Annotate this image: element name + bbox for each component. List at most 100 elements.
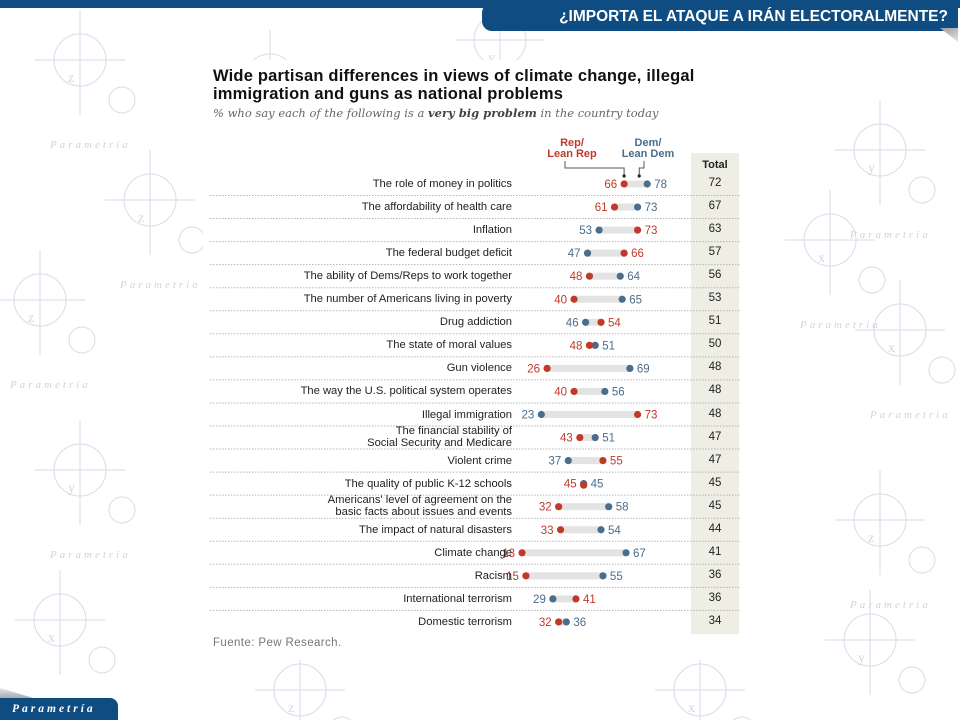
dem-value-label: 47 xyxy=(568,248,581,260)
row-label: The quality of public K-12 schools xyxy=(344,477,512,490)
dem-value-label: 46 xyxy=(566,317,579,329)
watermark-letter: x xyxy=(818,251,825,266)
rep-value-label: 41 xyxy=(583,594,596,606)
legend-rep-line1: Rep/ xyxy=(560,137,584,149)
total-value: 72 xyxy=(708,177,722,189)
total-value: 47 xyxy=(708,430,722,443)
watermark-text: Parametria xyxy=(49,549,131,561)
rep-value-label: 40 xyxy=(554,386,567,398)
watermark-letter: x xyxy=(48,631,55,646)
gap-bar xyxy=(525,572,603,580)
parametria-logo: Parametría xyxy=(0,698,118,720)
dem-dot xyxy=(633,203,642,211)
dem-value-label: 29 xyxy=(533,594,546,606)
rep-value-label: 66 xyxy=(604,179,617,191)
chart-row: 43 51 xyxy=(210,433,740,450)
total-value: 41 xyxy=(708,545,722,558)
dem-dot xyxy=(643,180,651,188)
dem-value-label: 67 xyxy=(633,548,646,560)
rep-value-label: 32 xyxy=(539,502,552,514)
watermark-letter: z xyxy=(68,71,74,86)
rep-dot xyxy=(580,481,588,489)
rep-value-label: 66 xyxy=(631,248,644,260)
dem-value-label: 56 xyxy=(612,386,625,398)
total-value: 48 xyxy=(708,384,722,397)
rep-value-label: 61 xyxy=(595,202,608,214)
total-value: 57 xyxy=(708,246,722,259)
dem-value-label: 54 xyxy=(608,525,621,537)
gap-bar xyxy=(568,457,603,465)
watermark-motif: z Parametria xyxy=(835,470,936,611)
watermark-letter: z xyxy=(288,701,294,716)
row-label: Illegal immigration xyxy=(421,408,512,421)
chart-row: 40 65 xyxy=(210,294,740,312)
rep-dot xyxy=(576,433,584,442)
total-value: 51 xyxy=(708,315,722,328)
total-value: 48 xyxy=(708,361,722,374)
rep-dot xyxy=(522,572,530,580)
total-column-bg xyxy=(691,153,739,634)
chart-panel xyxy=(203,60,743,660)
rep-dot xyxy=(555,618,563,626)
gap-bar xyxy=(522,549,627,557)
total-value: 67 xyxy=(708,200,722,213)
total-value: 44 xyxy=(708,522,722,535)
dem-dot xyxy=(591,341,599,349)
dem-value-label: 73 xyxy=(645,202,658,214)
watermark-letter: x xyxy=(888,341,895,356)
watermark-letter: y xyxy=(868,161,875,176)
chart-row: 48 51 xyxy=(210,340,740,358)
rep-value-label: 55 xyxy=(610,456,623,468)
total-value: 45 xyxy=(708,499,722,512)
watermark-letter: y xyxy=(858,651,865,666)
row-label: The way the U.S. political system operat… xyxy=(300,385,512,398)
total-value: 53 xyxy=(708,292,722,305)
watermark-motif: z Parametria xyxy=(105,150,206,291)
gap-bar xyxy=(589,272,621,280)
rep-dot xyxy=(610,203,619,211)
dem-dot xyxy=(537,410,545,419)
dem-value-label: 53 xyxy=(579,225,592,237)
chart-subtitle: % who say each of the following is a ver… xyxy=(213,106,713,120)
row-label: Gun violence xyxy=(446,362,512,375)
rep-dot xyxy=(599,457,607,465)
gap-bar xyxy=(574,387,605,395)
dem-value-label: 55 xyxy=(610,571,623,583)
row-label: The federal budget deficit xyxy=(385,247,512,260)
chart-row: 32 36 xyxy=(539,617,586,629)
slide-title-banner: ¿IMPORTA EL ATAQUE A IRÁN ELECTORALMENTE… xyxy=(482,3,958,31)
rep-value-label: 13 xyxy=(502,548,515,560)
watermark-motif: z Parametria xyxy=(35,10,136,151)
gap-bar xyxy=(579,434,596,442)
legend-rep-line2: Lean Rep xyxy=(547,148,597,160)
rep-value-label: 48 xyxy=(570,340,583,352)
watermark-letter: z xyxy=(138,211,144,226)
rep-dot xyxy=(620,249,628,257)
dem-dot xyxy=(599,572,607,580)
gap-bar xyxy=(587,249,625,257)
subtitle-bold: very big problem xyxy=(427,106,537,120)
rep-value-label: 15 xyxy=(506,571,519,583)
dem-value-label: 58 xyxy=(616,502,629,514)
rep-value-label: 43 xyxy=(560,433,573,445)
legend-dem-line1: Dem/ xyxy=(634,137,662,149)
dem-dot xyxy=(605,503,613,511)
row-label: The financial stability of Social Securi… xyxy=(367,424,512,449)
dem-dot xyxy=(591,433,599,442)
rep-dot xyxy=(572,595,580,603)
total-value: 50 xyxy=(708,338,722,351)
rep-value-label: 73 xyxy=(645,410,658,422)
gap-bar xyxy=(552,595,576,603)
rep-value-label: 54 xyxy=(608,317,621,329)
total-value: 47 xyxy=(708,453,722,466)
watermark-motif: x Parametria xyxy=(855,280,956,421)
watermark-text: Parametria xyxy=(119,279,201,291)
dem-value-label: 69 xyxy=(637,363,650,375)
total-value: 34 xyxy=(708,614,722,627)
total-value: 48 xyxy=(708,407,722,420)
subtitle-post: in the country today xyxy=(536,106,659,120)
chart-row: 33 54 xyxy=(210,525,740,542)
total-value: 56 xyxy=(708,269,722,282)
watermark-motif: y Parametria xyxy=(835,100,936,241)
